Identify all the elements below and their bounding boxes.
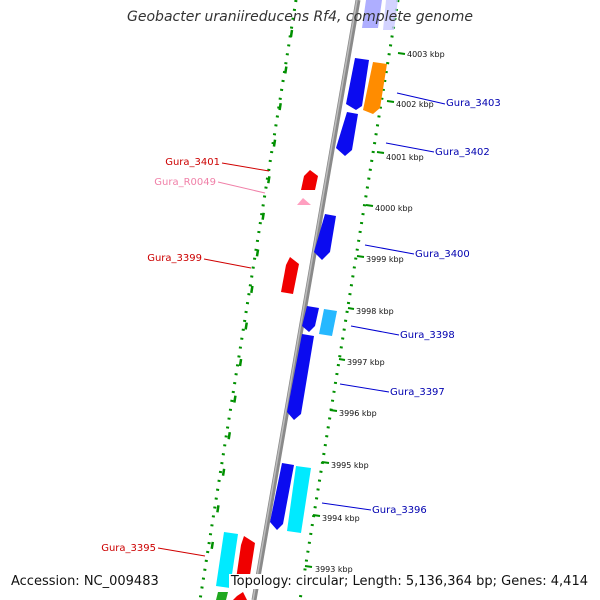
map-title: Geobacter uraniireducens Rf4, complete g… [127, 9, 473, 25]
gene-label-gura-3395: Gura_3395 [101, 543, 156, 554]
tick-label: 3995 kbp [331, 461, 369, 470]
gene-label-gura-3398: Gura_3398 [400, 330, 455, 341]
tick-label: 3997 kbp [347, 358, 385, 367]
genome-summary-text: Topology: circular; Length: 5,136,364 bp… [228, 574, 590, 589]
tick-label: 3993 kbp [315, 565, 353, 574]
ring-inner-dashes [208, 29, 294, 561]
gene-top-faded [362, 0, 382, 28]
tick-label: 3998 kbp [356, 307, 394, 316]
gene-orange [363, 62, 387, 114]
gene-labels: Gura_3403 Gura_3402 Gura_3400 Gura_3398 … [101, 92, 501, 557]
tick-label: 3996 kbp [339, 409, 377, 418]
gene-gura-3403 [346, 58, 369, 110]
gene-label-gura-3397: Gura_3397 [390, 387, 445, 398]
gene-gura-3401 [301, 170, 318, 190]
gene-gura-3402 [336, 112, 358, 156]
gene-label-gura-3403: Gura_3403 [446, 98, 501, 109]
gene-gura-r0049 [297, 198, 311, 205]
gene-gura-3399 [281, 257, 299, 294]
gene-gura-3398 [319, 309, 337, 336]
gene-label-gura-3402: Gura_3402 [435, 147, 490, 158]
gene-label-gura-3396: Gura_3396 [372, 505, 427, 516]
gene-cyan-3395 [216, 532, 238, 588]
gene-gura-3396 [287, 466, 311, 533]
tick-label: 4002 kbp [396, 100, 434, 109]
gene-blue-3398a [302, 306, 319, 332]
gene-green-bottom [216, 592, 228, 600]
gene-label-gura-3400: Gura_3400 [415, 249, 470, 260]
tick-label: 4003 kbp [407, 50, 445, 59]
tick-label: 4001 kbp [386, 153, 424, 162]
gene-gura-3397 [287, 334, 314, 420]
gene-label-gura-r0049: Gura_R0049 [154, 177, 216, 188]
tick-label: 3994 kbp [322, 514, 360, 523]
gene-label-gura-3401: Gura_3401 [165, 157, 220, 168]
kbp-ticks: 4003 kbp 4002 kbp 4001 kbp 4000 kbp 3999… [304, 50, 445, 574]
gene-label-gura-3399: Gura_3399 [147, 253, 202, 264]
gene-blue-3396a [270, 463, 294, 530]
gene-gura-3400 [314, 214, 336, 260]
genome-backbone [251, 0, 361, 600]
tick-label: 3999 kbp [366, 255, 404, 264]
gene-features [216, 58, 387, 600]
tick-label: 4000 kbp [375, 204, 413, 213]
accession-text: Accession: NC_009483 [9, 574, 161, 589]
